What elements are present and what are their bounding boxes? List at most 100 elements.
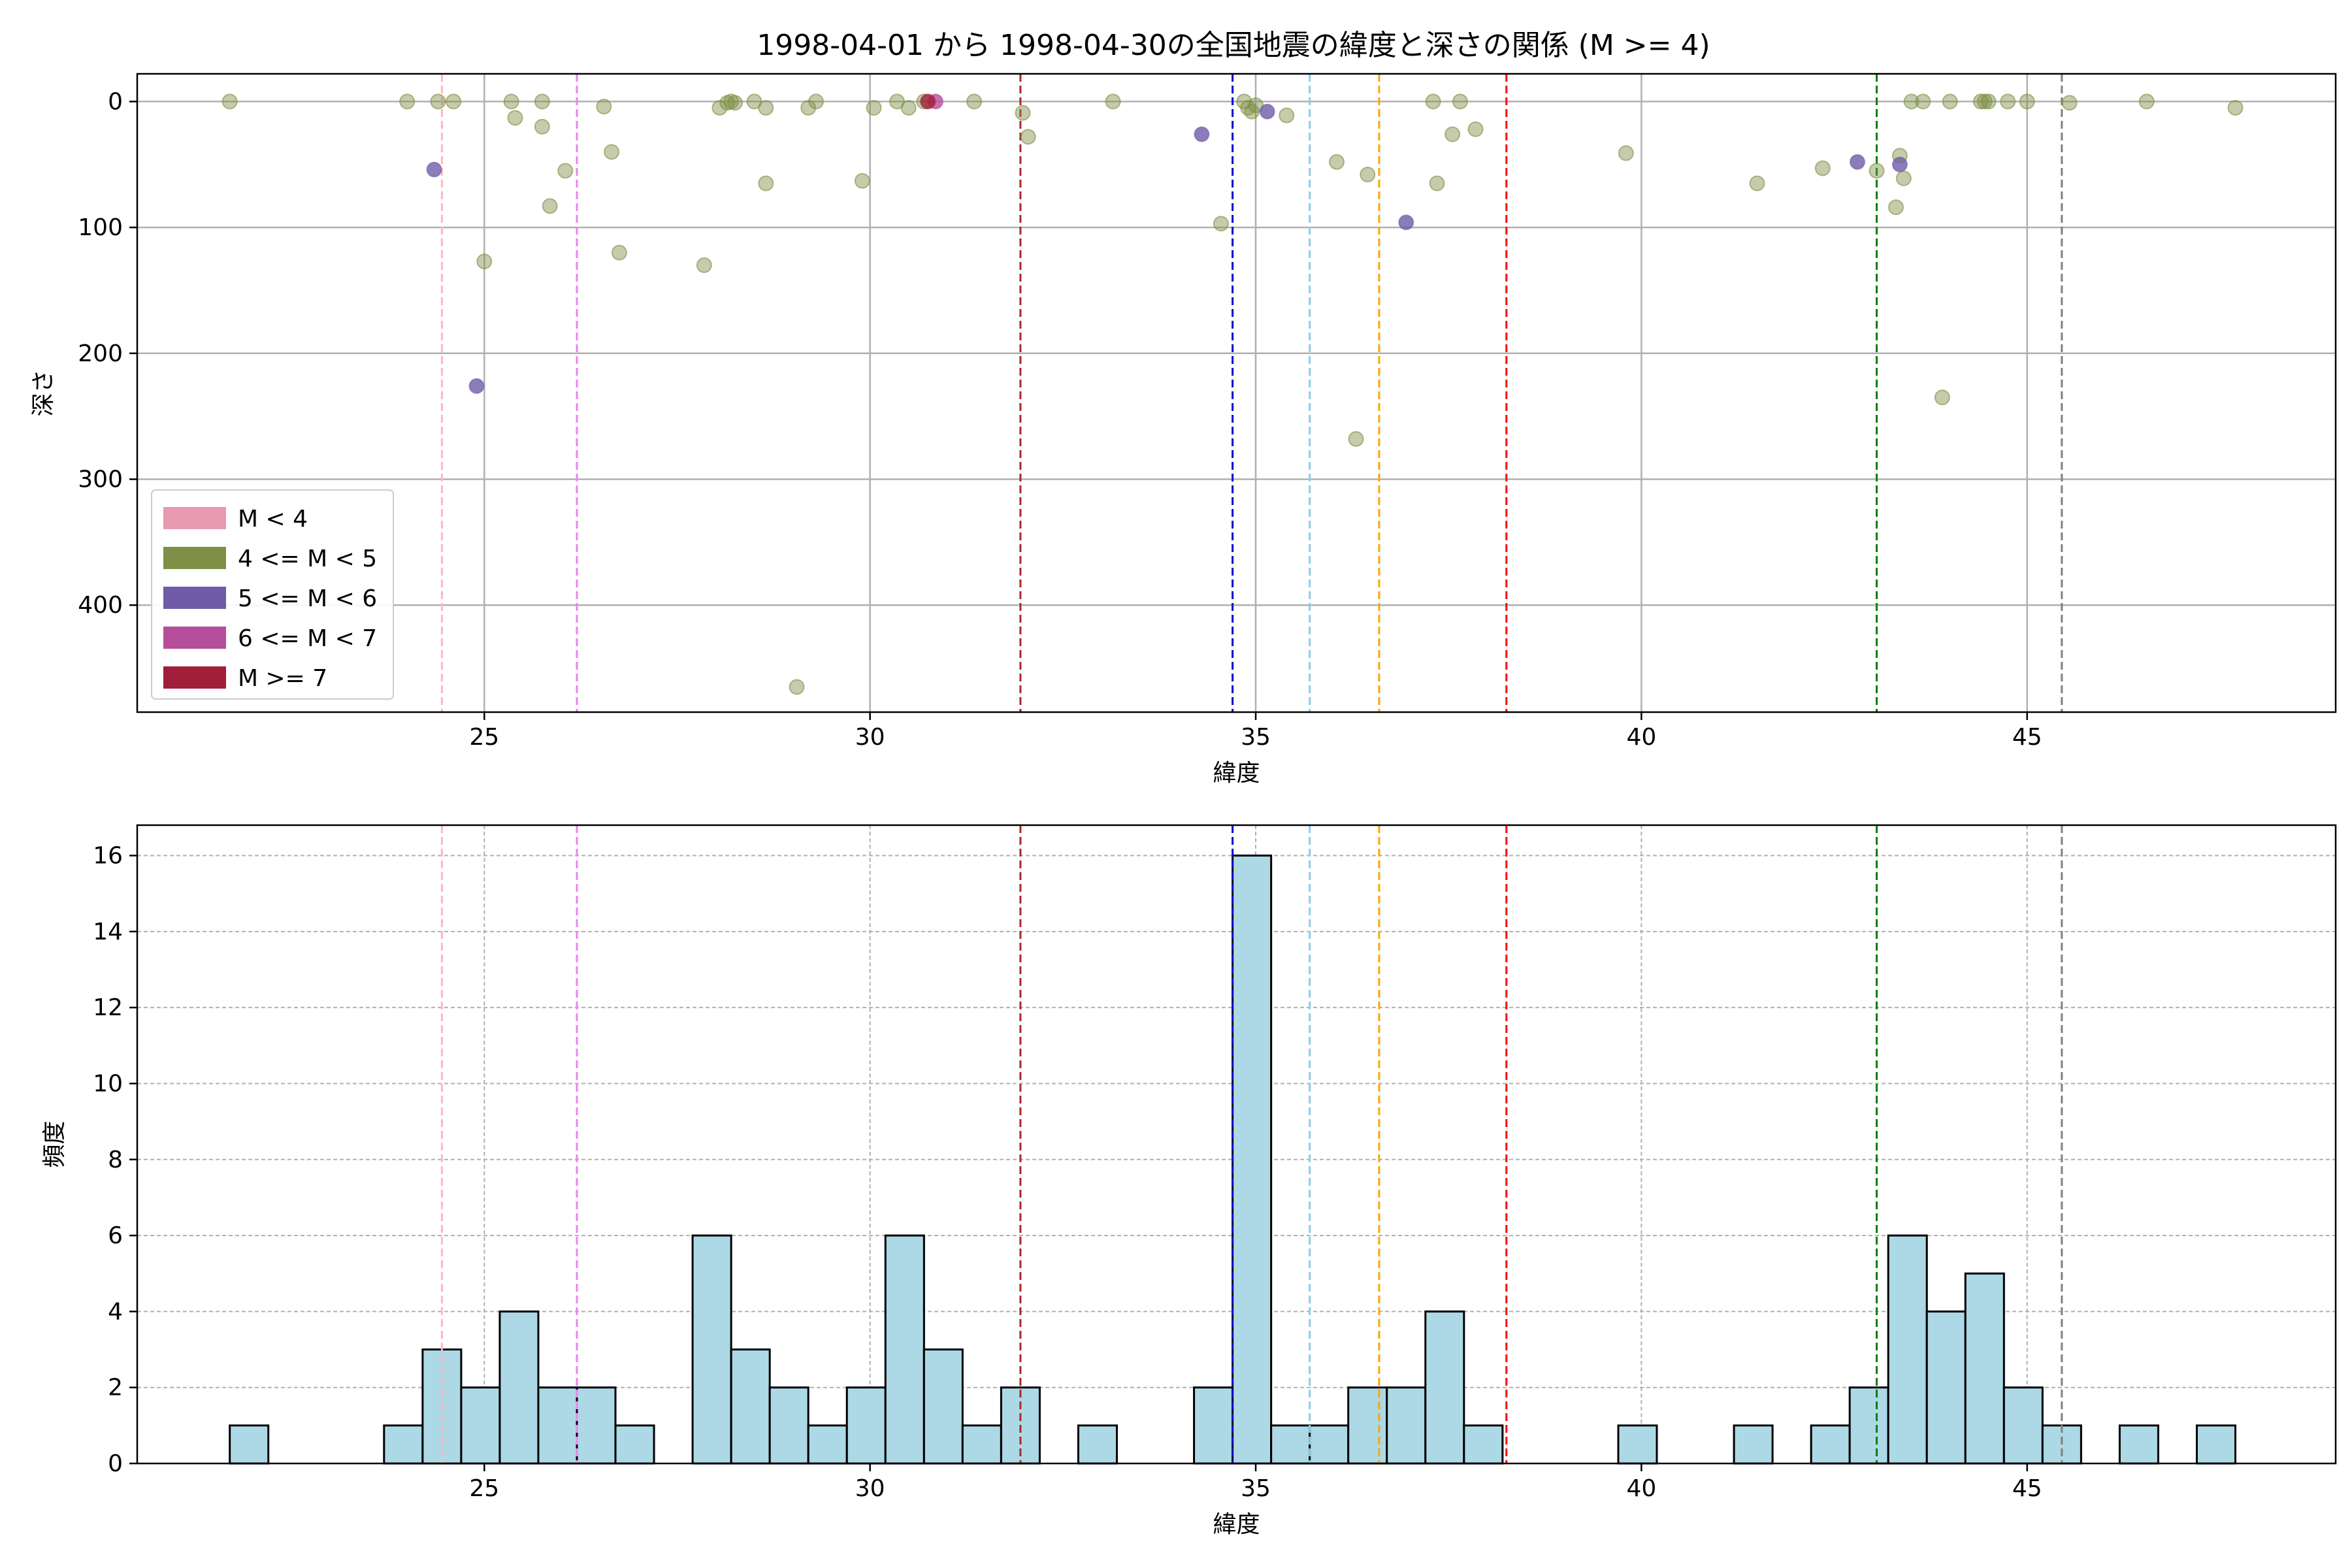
scatter-point-m4-5 [866, 100, 882, 116]
histogram-y-tick-label: 4 [108, 1298, 123, 1325]
histogram-y-tick-label: 14 [93, 919, 123, 945]
legend-swatch [163, 666, 226, 689]
scatter-x-ticks: 25 30 35 40 45 [469, 712, 2042, 751]
histogram-bar [2002, 1386, 2044, 1465]
scatter-y-tick-label: 200 [78, 340, 123, 367]
scatter-point-m4-5 [727, 95, 743, 111]
legend-label: M < 4 [238, 506, 308, 532]
histogram-bar [460, 1386, 501, 1465]
scatter-y-tick-label: 400 [78, 592, 123, 619]
scatter-y-axis-label: 深さ [30, 369, 57, 416]
histogram-x-tick-label: 40 [1626, 1475, 1656, 1502]
histogram-y-tick-label: 6 [108, 1222, 123, 1249]
scatter-point-m4-5 [1279, 107, 1295, 123]
legend-swatch [163, 627, 226, 649]
scatter-point-m4-5 [534, 93, 550, 110]
scatter-point-m4-5 [758, 100, 774, 116]
histogram-bar [1193, 1386, 1234, 1465]
histogram-bar [1424, 1310, 1465, 1465]
scatter-x-tick-label: 25 [469, 724, 499, 751]
scatter-point-m4-5 [1749, 175, 1765, 191]
histogram-reference-lines [440, 825, 2063, 1463]
histogram-bar [1077, 1424, 1118, 1465]
scatter-point-m4-5 [430, 93, 446, 110]
histogram-bars [229, 855, 2237, 1465]
histogram-bar [1463, 1424, 1504, 1465]
histogram-bar [1925, 1310, 1967, 1465]
scatter-point-m4-5 [611, 244, 627, 261]
histogram-x-tick-label: 25 [469, 1475, 499, 1502]
scatter-point-m4-5 [966, 93, 983, 110]
histogram-bar [498, 1310, 540, 1465]
scatter-point-m4-5 [1903, 93, 1919, 110]
scatter-point-m4-5 [1348, 431, 1364, 447]
scatter-x-axis-label: 緯度 [1213, 760, 1260, 787]
histogram-bar [1386, 1386, 1427, 1465]
scatter-point-m4-5 [1452, 93, 1468, 110]
scatter-point-m4-5 [2227, 100, 2244, 116]
scatter-y-ticks: 0 100 200 300 400 [78, 88, 137, 619]
histogram-bar [1309, 1424, 1350, 1465]
scatter-point-m4-5 [2019, 93, 2035, 110]
scatter-point-m7 [920, 93, 936, 110]
scatter-y-tick-label: 300 [78, 466, 123, 493]
histogram-y-tick-label: 12 [93, 994, 123, 1021]
legend-swatch [163, 587, 226, 609]
scatter-point-m4-5 [604, 144, 620, 160]
histogram-y-tick-label: 16 [93, 843, 123, 870]
scatter-x-tick-label: 40 [1626, 724, 1656, 751]
scatter-point-m4-5 [854, 172, 870, 189]
histogram-bar [614, 1424, 655, 1465]
histogram-x-ticks: 25 30 35 40 45 [469, 1463, 2042, 1502]
scatter-x-tick-label: 30 [855, 724, 885, 751]
legend-swatch [163, 547, 226, 569]
scatter-point-m4-5 [476, 253, 493, 270]
scatter-point-m5-6 [426, 161, 442, 178]
histogram-y-ticks: 0 2 4 6 8 10 12 14 16 [93, 843, 137, 1477]
histogram-bar [691, 1234, 732, 1465]
histogram-y-axis-label: 頻度 [41, 1120, 68, 1168]
histogram-y-tick-label: 2 [108, 1375, 123, 1401]
scatter-point-m4-5 [1915, 93, 1931, 110]
histogram-bar [537, 1386, 578, 1465]
histogram-bar [923, 1348, 964, 1465]
scatter-points [221, 93, 2244, 695]
scatter-point-m4-5 [1942, 93, 1958, 110]
histogram-x-axis-label: 緯度 [1213, 1511, 1260, 1538]
scatter-point-m4-5 [2000, 93, 2016, 110]
histogram-bar [1232, 855, 1273, 1465]
histogram-bar [2118, 1424, 2159, 1465]
histogram-bar [1887, 1234, 1928, 1465]
histogram-x-tick-label: 30 [855, 1475, 885, 1502]
histogram-panel: 25 30 35 40 45 0 2 4 6 8 10 12 14 16 緯度 頻度 [41, 824, 2337, 1538]
scatter-point-m4-5 [1888, 199, 1904, 216]
scatter-point-m4-5 [446, 93, 462, 110]
figure-title: 1998-04-01 から 1998-04-30の全国地震の緯度と深さの関係 (… [757, 29, 1710, 62]
histogram-bar [1964, 1272, 2005, 1465]
scatter-point-m4-5 [1429, 175, 1445, 191]
scatter-point-m5-6 [468, 378, 485, 394]
histogram-y-tick-label: 8 [108, 1147, 123, 1173]
scatter-point-m4-5 [1015, 105, 1031, 121]
scatter-point-m4-5 [1895, 170, 1912, 186]
scatter-point-m4-5 [503, 93, 519, 110]
histogram-bar [961, 1424, 1002, 1465]
scatter-point-m4-5 [900, 100, 917, 116]
legend-label: 6 <= M < 7 [238, 625, 377, 652]
histogram-bar [576, 1386, 617, 1465]
histogram-x-tick-label: 35 [1241, 1475, 1271, 1502]
scatter-point-m5-6 [1849, 154, 1865, 170]
histogram-y-tick-label: 0 [108, 1450, 123, 1477]
scatter-point-m4-5 [2061, 95, 2078, 111]
scatter-point-m4-5 [696, 257, 712, 273]
scatter-point-m4-5 [1467, 121, 1484, 137]
histogram-bar [1270, 1424, 1311, 1465]
scatter-point-m4-5 [1618, 145, 1634, 161]
histogram-bar [1810, 1424, 1851, 1465]
scatter-point-m4-5 [1869, 163, 1885, 179]
histogram-bar [730, 1348, 771, 1465]
scatter-axes-frame [136, 73, 2337, 713]
histogram-bar [1733, 1424, 1774, 1465]
